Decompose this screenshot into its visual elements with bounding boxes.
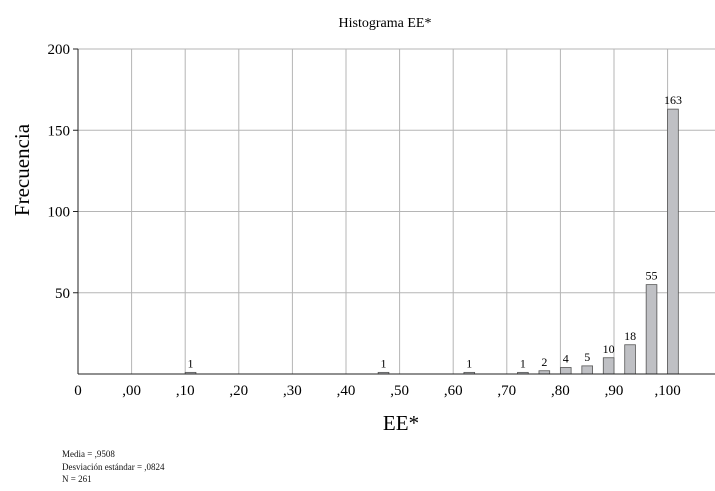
histogram-chart: Histograma EE* Frecuencia EE* 1 1 1 1 2 4 5101… bbox=[10, 16, 715, 435]
histogram-bar bbox=[581, 365, 593, 375]
bar-count-label: 5 bbox=[584, 350, 590, 364]
bar-count-label: 1 bbox=[466, 356, 472, 370]
stat-mean: Media = ,9508 bbox=[62, 449, 115, 459]
x-tick-label: ,60 bbox=[444, 383, 463, 399]
y-tick-labels: 50 100 150 200 bbox=[48, 42, 71, 302]
histogram-bar bbox=[624, 344, 636, 375]
y-tick-label: 50 bbox=[55, 286, 70, 302]
bar-labels-group: 1 1 1 1 2 4 5 10 18 55 163 bbox=[188, 93, 682, 370]
summary-stats: Media = ,9508 Desviación estándar = ,082… bbox=[62, 448, 165, 486]
histogram-bar bbox=[602, 357, 615, 375]
bar-count-label: 1 bbox=[188, 356, 194, 370]
x-tick-label: ,80 bbox=[551, 383, 570, 399]
bars-group bbox=[184, 108, 679, 375]
y-tick-label: 150 bbox=[48, 123, 71, 139]
axes-group bbox=[73, 48, 715, 375]
bar-count-label: 55 bbox=[646, 269, 658, 283]
x-tick-labels: 0 ,00 ,10 ,20 ,30 ,40 ,50 ,60 ,70 ,80 ,90 ,100 bbox=[74, 383, 680, 399]
x-tick-label: ,40 bbox=[337, 383, 356, 399]
bar-count-label: 18 bbox=[624, 329, 636, 343]
grid-lines bbox=[78, 48, 715, 374]
chart-title: Histograma EE* bbox=[339, 16, 432, 31]
x-tick-label: ,30 bbox=[283, 383, 302, 399]
histogram-bar bbox=[645, 284, 658, 375]
histogram-bar bbox=[560, 367, 572, 375]
x-axis-label: EE* bbox=[383, 411, 419, 435]
bar-count-label: 10 bbox=[603, 342, 615, 356]
bar-count-label: 1 bbox=[381, 356, 387, 370]
bar-count-label: 163 bbox=[664, 93, 682, 107]
y-tick-label: 200 bbox=[48, 42, 71, 58]
y-axis-label: Frecuencia bbox=[10, 123, 34, 216]
histogram-bar bbox=[667, 108, 679, 375]
x-tick-label: ,100 bbox=[654, 383, 680, 399]
x-tick-label: 0 bbox=[74, 383, 82, 399]
bar-count-label: 4 bbox=[563, 352, 569, 366]
x-tick-label: ,50 bbox=[390, 383, 409, 399]
x-tick-label: ,90 bbox=[605, 383, 624, 399]
stat-std: Desviación estándar = ,0824 bbox=[62, 461, 165, 472]
y-tick-label: 100 bbox=[48, 205, 71, 221]
stat-n: N = 261 bbox=[62, 474, 92, 484]
x-tick-label: ,00 bbox=[122, 383, 141, 399]
bar-count-label: 1 bbox=[520, 356, 526, 370]
x-tick-label: ,20 bbox=[229, 383, 248, 399]
x-tick-label: ,10 bbox=[176, 383, 195, 399]
bar-count-label: 2 bbox=[541, 355, 547, 369]
x-tick-label: ,70 bbox=[497, 383, 516, 399]
